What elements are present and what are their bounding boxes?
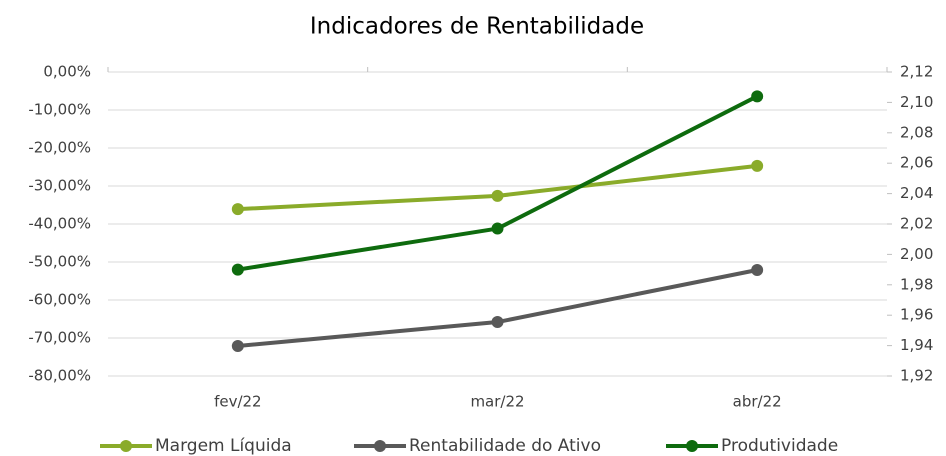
legend-label: Rentabilidade do Ativo — [409, 436, 601, 456]
y2-tick-label: 1,94 — [900, 336, 933, 354]
y2-tick-label: 1,98 — [900, 275, 933, 293]
y-tick-label: -30,00% — [28, 177, 91, 195]
y-tick-label: -70,00% — [28, 329, 91, 347]
legend-label: Margem Líquida — [155, 436, 292, 456]
y2-tick-label: 2,06 — [900, 154, 933, 172]
point — [751, 159, 764, 172]
y-tick-label: -20,00% — [28, 139, 91, 157]
point — [231, 339, 244, 352]
series-line — [237, 94, 759, 272]
y2-tick-label: 2,04 — [900, 184, 933, 202]
y2-tick-label: 2,00 — [900, 245, 933, 263]
y2-tick-label: 2,08 — [900, 123, 933, 141]
y-tick-label: -80,00% — [28, 367, 91, 385]
legend-marker — [120, 440, 132, 452]
point — [491, 189, 504, 202]
y2-tick-label: 1,92 — [900, 367, 933, 385]
legend-marker — [686, 440, 698, 452]
x-tick-label: abr/22 — [733, 393, 782, 411]
point — [751, 90, 764, 103]
series-line — [237, 163, 758, 212]
y2-tick-label: 1,96 — [900, 306, 933, 324]
y-tick-label: -60,00% — [28, 291, 91, 309]
point — [491, 316, 504, 329]
point — [751, 263, 764, 276]
y2-tick-label: 2,10 — [900, 93, 933, 111]
y2-tick-label: 2,02 — [900, 215, 933, 233]
point — [491, 222, 504, 235]
y-tick-label: 0,00% — [43, 63, 91, 81]
legend-label: Produtividade — [721, 436, 838, 456]
y-tick-label: -50,00% — [28, 253, 91, 271]
y-tick-label: -40,00% — [28, 215, 91, 233]
x-tick-label: mar/22 — [470, 393, 524, 411]
chart-title: Indicadores de Rentabilidade — [310, 14, 644, 40]
series-line — [237, 268, 758, 348]
y2-tick-label: 2,12 — [900, 63, 933, 81]
x-tick-label: fev/22 — [214, 393, 262, 411]
legend-marker — [374, 440, 386, 452]
point — [231, 263, 244, 276]
y-tick-label: -10,00% — [28, 101, 91, 119]
point — [231, 203, 244, 216]
